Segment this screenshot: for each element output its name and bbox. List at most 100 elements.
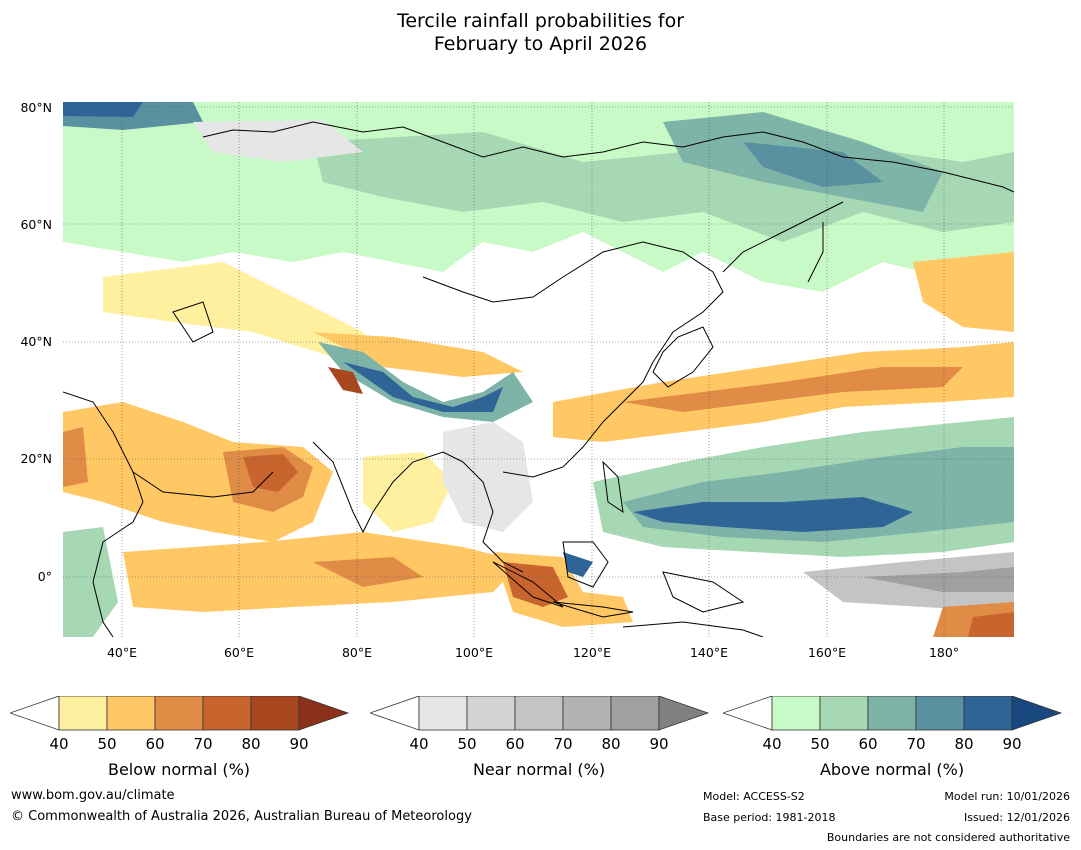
colorbar-above-normal-label: Above normal (%)	[819, 760, 965, 779]
coastline-new-guinea	[662, 571, 745, 613]
below-normal-indian-ocean	[123, 532, 523, 612]
lat-label-0: 0°	[37, 569, 52, 584]
coastline-india	[312, 441, 464, 534]
probability-fields	[63, 102, 1014, 637]
colorbar-near-normal-bin-50	[466, 696, 516, 731]
colorbar-below-normal-bin-60	[154, 696, 204, 731]
near-normal-equatorial-pacific-core	[863, 567, 1014, 592]
below-normal-arabian-sea-core	[243, 454, 298, 492]
colorbar-near-normal-low-arrow	[370, 696, 420, 731]
below-normal-northeast-pacific	[913, 252, 1014, 332]
colorbar-above-normal-bin-80	[963, 696, 1013, 731]
footer-issued: Issued: 12/01/2026	[963, 811, 1070, 824]
above-normal-east-africa	[63, 527, 118, 637]
footer-model: Model: ACCESS-S2	[703, 790, 805, 803]
below-normal-tibet-edge	[313, 332, 523, 377]
map-gridlines	[63, 102, 1014, 637]
lon-label-40e: 40°E	[106, 645, 138, 660]
below-normal-south-pacific-core	[968, 612, 1014, 637]
coastline-okhotsk	[722, 201, 844, 273]
coastline-borneo	[562, 541, 609, 588]
below-tick-80: 80	[241, 735, 261, 753]
coastline-japan	[652, 326, 714, 388]
colorbar-near-normal-high-arrow	[658, 696, 710, 731]
near-tick-70: 70	[553, 735, 573, 753]
below-tick-60: 60	[145, 735, 165, 753]
above-normal-tropical-pacific-core	[633, 497, 913, 532]
colorbar-near-normal-bin-40	[418, 696, 468, 731]
lon-label-100e: 100°E	[454, 645, 493, 660]
rainfall-probability-map	[63, 102, 1014, 637]
lon-label-180: 180°	[928, 645, 960, 660]
above-tick-70: 70	[906, 735, 926, 753]
colorbar-above-normal-low-arrow	[723, 696, 773, 731]
below-tick-50: 50	[97, 735, 117, 753]
below-normal-indian-ocean-core	[313, 557, 423, 587]
above-tick-60: 60	[858, 735, 878, 753]
coastline-east-asia	[422, 241, 724, 478]
above-normal-arctic-core	[63, 102, 143, 117]
colorbar-below-normal-bin-40	[58, 696, 108, 731]
coastline-sumatra	[492, 561, 564, 608]
colorbar-below-normal-bin-50	[106, 696, 156, 731]
lon-label-140e: 140°E	[689, 645, 728, 660]
footer-base-period: Base period: 1981-2018	[703, 811, 836, 824]
colorbar-below-normal-bin-80	[250, 696, 300, 731]
below-normal-africa-horn	[63, 427, 88, 487]
lon-label-60e: 60°E	[223, 645, 255, 660]
coastline-java	[552, 601, 634, 618]
lon-label-80e: 80°E	[341, 645, 373, 660]
below-normal-bay-of-bengal	[363, 452, 453, 532]
colorbar-below-normal-low-arrow	[10, 696, 60, 731]
colorbar-below-normal-label: Below normal (%)	[107, 760, 251, 779]
below-normal-central-asia	[103, 262, 383, 362]
colorbar-above-normal-bin-50	[819, 696, 869, 731]
above-tick-90: 90	[1002, 735, 1022, 753]
colorbar-near-normal-bin-60	[514, 696, 564, 731]
coastline-indochina	[462, 461, 524, 573]
colorbar-above-normal-high-arrow	[1011, 696, 1063, 731]
title-line-1: Tercile rainfall probabilities for	[396, 10, 685, 32]
colorbar-below-normal-bin-70	[202, 696, 252, 731]
near-tick-40: 40	[409, 735, 429, 753]
lon-label-160e: 160°E	[807, 645, 846, 660]
footer-website[interactable]: www.bom.gov.au/climate	[11, 788, 175, 803]
below-tick-40: 40	[49, 735, 69, 753]
above-normal-tibet-core	[343, 362, 503, 412]
coastline-arctic	[202, 121, 1014, 193]
above-tick-40: 40	[762, 735, 782, 753]
coastline-arabia-south	[132, 471, 274, 498]
colorbar-below-normal	[10, 696, 350, 731]
coastline-australia	[622, 621, 764, 637]
below-tick-90: 90	[289, 735, 309, 753]
colorbar-above-normal-bin-70	[915, 696, 965, 731]
title-line-2: February to April 2026	[433, 33, 648, 55]
near-tick-80: 80	[601, 735, 621, 753]
coastline-caspian	[172, 301, 214, 343]
near-normal-southeast-asia	[443, 422, 533, 532]
below-tick-70: 70	[193, 735, 213, 753]
lat-label-60n: 60°N	[20, 217, 52, 232]
near-tick-90: 90	[649, 735, 669, 753]
coastline-philippines	[602, 460, 624, 514]
near-tick-50: 50	[457, 735, 477, 753]
colorbar-above-normal-bin-60	[867, 696, 917, 731]
below-normal-himalaya	[328, 367, 363, 394]
footer-copyright: © Commonwealth of Australia 2026, Austra…	[11, 809, 472, 824]
near-tick-60: 60	[505, 735, 525, 753]
colorbar-near-normal-bin-70	[562, 696, 612, 731]
coastline-africa-arabia	[63, 391, 144, 637]
lat-label-40n: 40°N	[20, 334, 52, 349]
colorbar-above-normal-bin-40	[771, 696, 821, 731]
coastlines	[63, 121, 1014, 637]
colorbar-near-normal	[370, 696, 710, 731]
colorbar-near-normal-bin-80	[610, 696, 660, 731]
above-normal-east-siberia-core	[743, 142, 883, 187]
lat-label-80n: 80°N	[20, 100, 52, 115]
colorbar-near-normal-label: Near normal (%)	[472, 760, 606, 779]
above-normal-borneo	[563, 552, 593, 577]
lon-label-120e: 120°E	[572, 645, 611, 660]
colorbar-below-normal-high-arrow	[298, 696, 350, 731]
above-tick-80: 80	[954, 735, 974, 753]
above-tick-50: 50	[810, 735, 830, 753]
